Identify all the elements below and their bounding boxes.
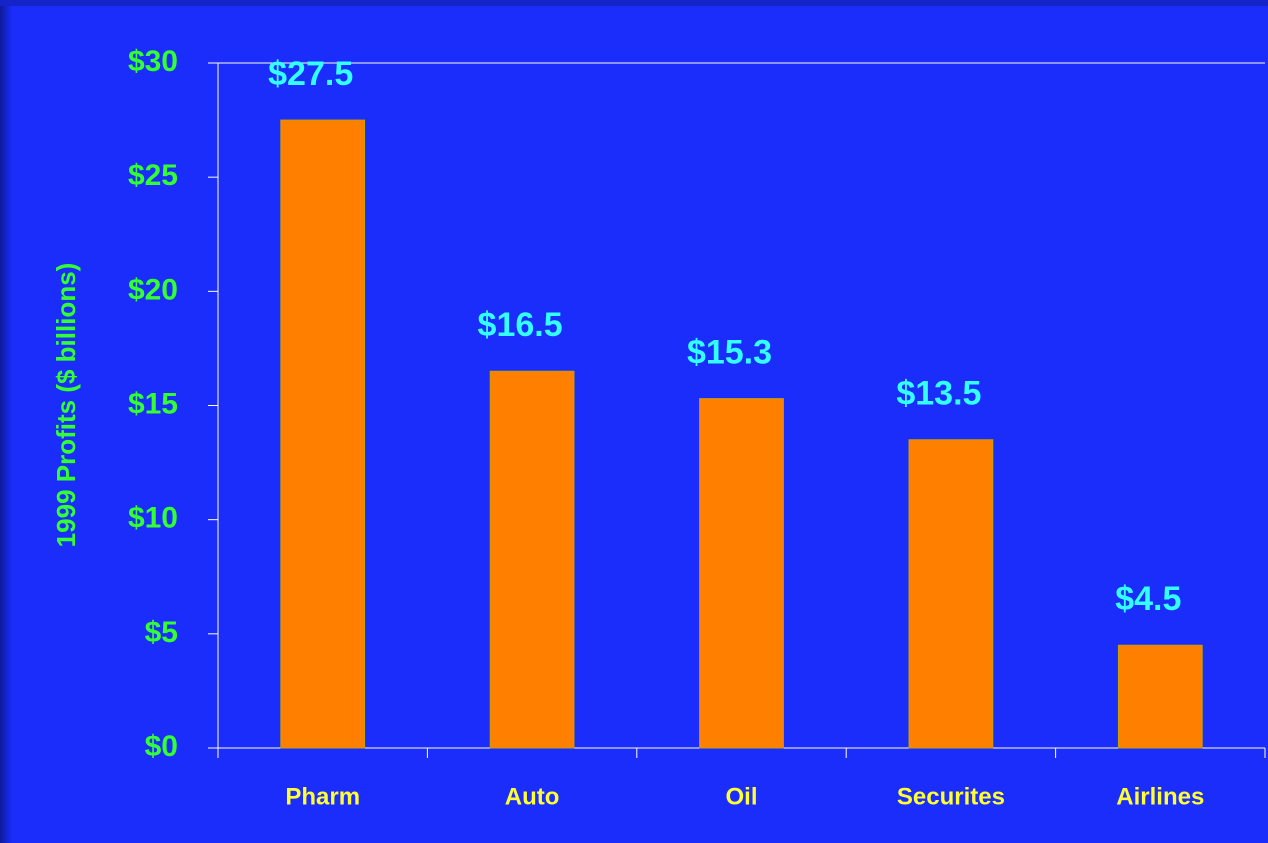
- value-label: $16.5: [478, 306, 563, 344]
- value-label: $15.3: [687, 334, 772, 372]
- x-tick-label: Airlines: [1116, 783, 1204, 810]
- x-tick-label: Auto: [505, 783, 560, 810]
- value-label: $4.5: [1115, 580, 1181, 618]
- x-tick-label: Oil: [725, 783, 757, 810]
- y-tick-label: $20: [128, 273, 178, 306]
- value-label: $27.5: [268, 55, 353, 93]
- y-tick-label: $5: [145, 616, 178, 649]
- y-tick-label: $15: [128, 387, 178, 420]
- bar: [489, 370, 575, 749]
- bar: [699, 398, 784, 749]
- y-tick-label: $10: [128, 502, 178, 535]
- y-tick-label: $30: [128, 45, 178, 78]
- x-tick-label: Pharm: [285, 783, 360, 810]
- y-axis-label: 1999 Profits ($ billions): [51, 263, 81, 548]
- value-label: $13.5: [896, 375, 981, 413]
- y-tick-label: $25: [128, 159, 178, 192]
- bar: [908, 439, 994, 749]
- bar: [280, 119, 366, 749]
- frame-edge: [0, 0, 12, 843]
- bar: [1117, 644, 1203, 749]
- frame-top: [0, 0, 1268, 6]
- x-tick-label: Securites: [897, 783, 1005, 810]
- y-tick-label: $0: [145, 730, 178, 763]
